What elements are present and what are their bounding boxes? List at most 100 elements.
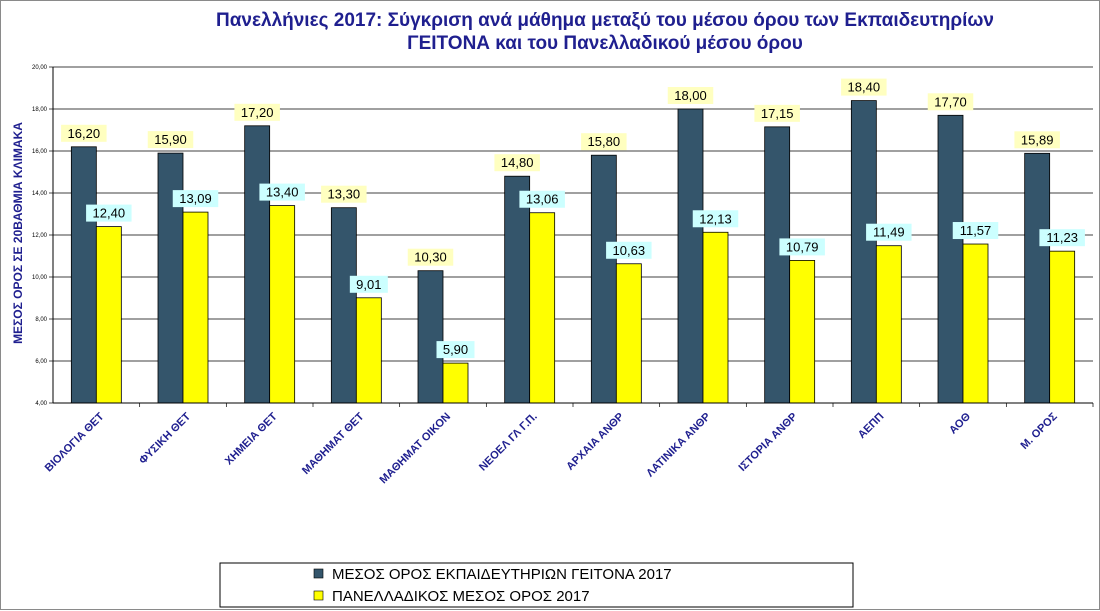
data-label-bg	[519, 190, 565, 208]
y-axis-label: ΜΕΣΟΣ ΟΡΟΣ ΣΕ 20ΒΑΘΜΙΑ ΚΛΙΜΑΚΑ	[11, 122, 25, 344]
bar-geitonas	[244, 125, 271, 404]
category-labels: ΒΙΟΛΟΓΙΑ ΘΕΤ ΦΥΣΙΚΗ ΘΕΤ ΧΗΜΕΙΑ ΘΕΤ ΜΑΘΗΜΑΤ …	[43, 410, 1060, 486]
legend-label-national: ΠΑΝΕΛΛΑΔΙΚΟΣ ΜΕΣΟΣ ΟΡΟΣ 2017	[332, 588, 590, 605]
data-label-national: 13,09	[179, 191, 212, 206]
data-labels: 16,20 12,40 15,90 13,09 17,20 13,40 13,30 9,01 1…	[61, 78, 1085, 359]
category-label: ΦΥΣΙΚΗ ΘΕΤ	[137, 410, 193, 466]
category-label: ΑΟΘ	[947, 410, 973, 436]
data-label-bg	[407, 248, 454, 266]
data-label-national: 13,06	[526, 192, 559, 207]
category-label: ΒΙΟΛΟΓΙΑ ΘΕΤ	[43, 410, 107, 474]
data-label-bg	[234, 103, 280, 121]
data-label-bg	[349, 275, 388, 293]
data-label-bg	[606, 241, 652, 259]
bar-national	[269, 205, 296, 404]
data-label-bg	[172, 190, 219, 208]
data-label-national: 10,63	[613, 243, 646, 258]
legend-label-geitonas: ΜΕΣΟΣ ΟΡΟΣ ΕΚΠΑΙΔΕΥΤΗΡΙΩΝ ΓΕΙΤΟΝΑ 2017	[332, 566, 672, 583]
data-label-bg	[494, 154, 540, 172]
data-label-bg	[866, 223, 912, 241]
data-label-geitonas: 17,70	[934, 94, 967, 109]
bars	[70, 100, 1076, 404]
y-tick-label: 14,00	[32, 191, 48, 197]
bar-national	[355, 297, 382, 404]
data-label-bg	[1014, 131, 1060, 149]
data-label-bg	[86, 204, 132, 222]
category-label: Μ. ΟΡΟΣ	[1019, 410, 1061, 452]
data-label-bg	[61, 124, 107, 142]
chart-title: Πανελλήνιες 2017: Σύγκριση ανά μάθημα με…	[216, 10, 994, 54]
y-tick-label: 20,00	[32, 65, 48, 71]
data-label-geitonas: 15,90	[154, 132, 187, 147]
data-label-national: 13,40	[266, 185, 299, 200]
legend: ΜΕΣΟΣ ΟΡΟΣ ΕΚΠΑΙΔΕΥΤΗΡΙΩΝ ΓΕΙΤΟΝΑ 2017 Π…	[219, 562, 854, 608]
data-label-geitonas: 15,80	[588, 134, 621, 149]
bar-geitonas	[330, 207, 357, 404]
data-label-geitonas: 17,15	[761, 106, 794, 121]
data-label-bg	[259, 183, 305, 201]
y-tick-label: 18,00	[32, 107, 48, 113]
legend-box	[219, 562, 854, 608]
legend-swatch-geitonas	[313, 568, 324, 579]
y-tick-label: 12,00	[32, 233, 48, 239]
y-tick-label: 6,00	[35, 359, 47, 365]
data-label-geitonas: 18,00	[674, 88, 707, 103]
data-label-bg	[692, 210, 739, 228]
data-label-geitonas: 10,30	[414, 250, 447, 265]
chart-title-line-1: Πανελλήνιες 2017: Σύγκριση ανά μάθημα με…	[216, 10, 994, 31]
y-tick-labels: 4,00 6,00 8,00 10,00 12,00 14,00 16,00 18,00 20,…	[32, 65, 48, 407]
bar-national	[615, 263, 642, 404]
data-label-bg	[754, 104, 800, 122]
bar-geitonas	[417, 270, 444, 404]
y-tick-label: 16,00	[32, 149, 48, 155]
data-label-national: 12,13	[699, 211, 732, 226]
data-label-national: 11,23	[1046, 230, 1078, 245]
data-label-national: 10,79	[786, 239, 819, 254]
category-label: ΜΑΘΗΜΑΤ ΟΙΚΟΝ	[378, 411, 454, 487]
bar-national	[442, 362, 469, 404]
chart-title-line-2: ΓΕΙΤΟΝΑ και του Πανελλαδικού μέσου όρου	[407, 33, 803, 54]
data-label-bg	[779, 238, 825, 256]
gridlines	[53, 66, 1093, 362]
bar-national	[789, 260, 816, 404]
bar-national	[962, 243, 989, 404]
data-label-bg	[436, 341, 475, 359]
bar-geitonas	[1024, 152, 1051, 404]
y-tick-label: 8,00	[35, 317, 47, 323]
y-tick-label: 4,00	[35, 401, 47, 407]
bar-national	[702, 231, 729, 404]
bar-national	[95, 226, 122, 404]
data-label-geitonas: 13,30	[328, 187, 361, 202]
data-label-bg	[927, 93, 974, 111]
bar-geitonas	[590, 154, 617, 404]
data-label-bg	[581, 133, 627, 151]
bar-geitonas	[504, 175, 531, 404]
data-label-national: 5,90	[443, 342, 468, 357]
data-label-geitonas: 14,80	[501, 155, 534, 170]
data-label-bg	[952, 222, 999, 240]
data-label-national: 11,49	[873, 225, 905, 240]
bar-national	[529, 212, 556, 404]
legend-swatch-national	[313, 590, 324, 601]
axes	[49, 66, 1094, 407]
category-label: ΙΣΤΟΡΙΑ ΑΝΘΡ	[737, 411, 800, 474]
data-label-geitonas: 16,20	[68, 126, 101, 141]
bar-geitonas	[677, 108, 704, 404]
category-label: ΧΗΜΕΙΑ ΘΕΤ	[223, 410, 280, 467]
data-label-national: 12,40	[93, 206, 126, 221]
data-label-bg	[667, 87, 714, 104]
category-label: ΑΡΧΑΙΑ ΑΝΘΡ	[564, 411, 626, 473]
category-label: ΑΕΠΠ	[856, 411, 887, 442]
bar-geitonas	[764, 126, 791, 404]
data-label-bg	[1039, 229, 1085, 247]
category-label: ΛΑΤΙΝΙΚΑ ΑΝΘΡ	[644, 411, 713, 480]
bar-geitonas	[937, 114, 964, 404]
data-label-geitonas: 17,20	[241, 105, 274, 120]
bar-national	[182, 211, 209, 404]
y-tick-label: 10,00	[32, 275, 48, 281]
category-label: ΝΕΟΕΛ ΓΛ Γ.Π.	[477, 411, 540, 474]
bar-national	[1049, 250, 1076, 404]
data-label-national: 9,01	[356, 277, 381, 292]
